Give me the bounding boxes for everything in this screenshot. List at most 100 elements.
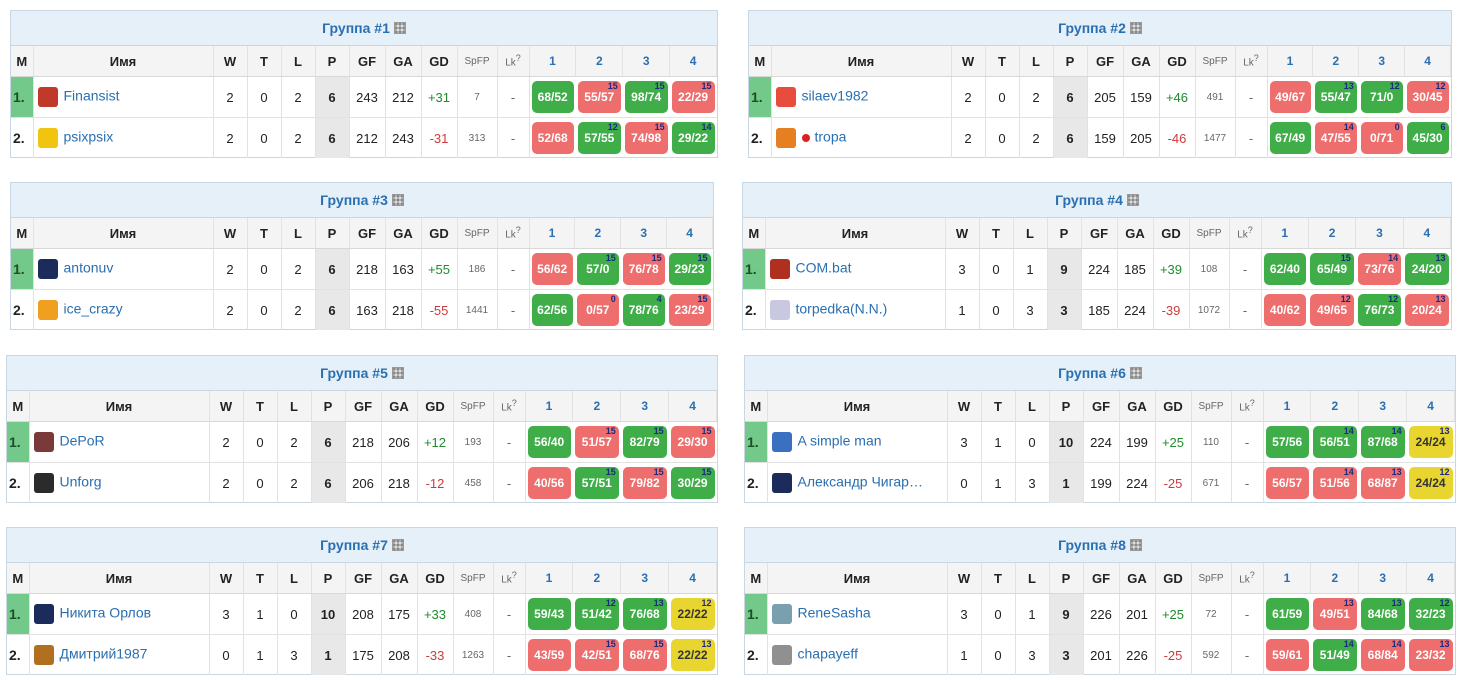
col-header-gd[interactable]: GD	[1155, 563, 1192, 594]
match-result-box[interactable]: 68/84 14	[1360, 639, 1405, 671]
round-result-cell[interactable]: 51/42 12	[572, 593, 621, 635]
match-result-box[interactable]: 29/23 15	[668, 253, 711, 285]
match-result-box[interactable]: 56/62	[531, 253, 573, 285]
match-result-box[interactable]: 45/30 6	[1406, 122, 1449, 154]
col-header-p[interactable]: P	[1049, 391, 1084, 422]
col-header-p[interactable]: P	[315, 218, 350, 249]
round-result-cell[interactable]: 79/82 15	[621, 463, 669, 504]
round-result-cell[interactable]: 74/98 15	[623, 118, 670, 159]
col-header-lk[interactable]: Lk?	[1235, 46, 1268, 77]
group-title-text[interactable]: Группа #6	[1058, 365, 1126, 381]
col-header-lk[interactable]: Lk?	[493, 563, 526, 594]
col-header-m[interactable]: М	[749, 46, 772, 77]
col-header-lk[interactable]: Lk?	[497, 218, 530, 249]
group-title-text[interactable]: Группа #7	[320, 537, 388, 553]
player-name-cell[interactable]: Unforg	[29, 462, 210, 503]
round-result-cell[interactable]: 24/24 12	[1407, 463, 1455, 504]
col-header-p[interactable]: P	[1053, 46, 1088, 77]
player-name-link[interactable]: Никита Орлов	[59, 604, 152, 621]
player-name-link[interactable]: antonuv	[63, 259, 114, 276]
player-name-cell[interactable]: psixpsix	[33, 117, 214, 158]
match-result-box[interactable]: 78/76 4	[622, 294, 665, 326]
grid-icon[interactable]	[1129, 539, 1142, 551]
col-header-spfp[interactable]: SpFP	[457, 46, 498, 77]
player-name-link[interactable]: tropa	[814, 128, 847, 145]
col-header-gd[interactable]: GD	[417, 391, 454, 422]
group-title[interactable]: Группа #5	[7, 356, 717, 391]
col-header-gf[interactable]: GF	[1081, 218, 1118, 249]
round-result-cell[interactable]: 30/29 15	[669, 463, 717, 504]
round-result-cell[interactable]: 55/47 13	[1312, 76, 1359, 118]
col-header-spfp[interactable]: SpFP	[1191, 563, 1232, 594]
col-header-ga[interactable]: GA	[385, 46, 422, 77]
player-name-link[interactable]: Unforg	[59, 473, 102, 490]
col-header-ga[interactable]: GA	[1119, 391, 1156, 422]
col-header-p[interactable]: P	[1049, 563, 1084, 594]
player-name-cell[interactable]: tropa	[771, 117, 952, 158]
col-header-round-4[interactable]: 4	[1404, 46, 1451, 77]
team-avatar-icon[interactable]	[33, 432, 54, 452]
player-name-link[interactable]: silaev1982	[801, 87, 869, 104]
match-result-box[interactable]: 65/49 15	[1310, 253, 1354, 285]
match-result-box[interactable]: 43/59	[527, 639, 571, 671]
col-header-w[interactable]: W	[213, 218, 248, 249]
player-name-link[interactable]: torpedka(N.N.)	[795, 300, 888, 317]
col-header-round-4[interactable]: 4	[666, 218, 713, 249]
col-header-p[interactable]: P	[315, 46, 350, 77]
col-header-round-1[interactable]: 1	[1267, 46, 1314, 77]
team-avatar-icon[interactable]	[771, 604, 792, 624]
help-icon[interactable]: ?	[1253, 53, 1259, 64]
round-result-cell[interactable]: 51/49 14	[1311, 635, 1359, 676]
round-result-cell[interactable]: 57/51 15	[573, 463, 621, 504]
round-result-cell[interactable]: 68/84 14	[1359, 635, 1407, 676]
col-header-t[interactable]: T	[247, 46, 282, 77]
col-header-round-4[interactable]: 4	[668, 563, 717, 594]
col-header-gd[interactable]: GD	[1155, 391, 1192, 422]
group-title-text[interactable]: Группа #8	[1058, 537, 1126, 553]
col-header-round-2[interactable]: 2	[1308, 218, 1357, 249]
col-header-name[interactable]: Имя	[767, 391, 948, 422]
team-avatar-icon[interactable]	[37, 300, 58, 320]
match-result-box[interactable]: 22/22 12	[670, 598, 715, 630]
player-name-cell[interactable]: chapayeff	[767, 634, 948, 675]
round-result-cell[interactable]: 57/56	[1262, 421, 1311, 463]
col-header-round-2[interactable]: 2	[574, 218, 622, 249]
group-title-text[interactable]: Группа #4	[1055, 192, 1123, 208]
group-title-text[interactable]: Группа #5	[320, 365, 388, 381]
round-result-cell[interactable]: 22/22 12	[668, 593, 717, 635]
round-result-cell[interactable]: 40/56	[524, 462, 573, 503]
round-result-cell[interactable]: 56/51 14	[1310, 421, 1359, 463]
match-result-box[interactable]: 40/62	[1263, 294, 1307, 326]
col-header-spfp[interactable]: SpFP	[457, 218, 498, 249]
col-header-m[interactable]: М	[743, 218, 766, 249]
col-header-lk[interactable]: Lk?	[1229, 218, 1262, 249]
grid-icon[interactable]	[391, 539, 404, 551]
col-header-gf[interactable]: GF	[345, 563, 382, 594]
round-result-cell[interactable]: 20/24 13	[1403, 290, 1450, 331]
col-header-m[interactable]: М	[745, 563, 768, 594]
round-result-cell[interactable]: 23/32 13	[1407, 635, 1455, 676]
match-result-box[interactable]: 61/59	[1265, 598, 1309, 630]
col-header-m[interactable]: М	[11, 46, 34, 77]
help-icon[interactable]: ?	[1247, 225, 1253, 236]
col-header-p[interactable]: P	[311, 563, 346, 594]
col-header-gd[interactable]: GD	[421, 218, 458, 249]
match-result-box[interactable]: 71/0 12	[1360, 81, 1403, 113]
team-avatar-icon[interactable]	[769, 259, 790, 279]
col-header-w[interactable]: W	[213, 46, 248, 77]
match-result-box[interactable]: 0/71 0	[1360, 122, 1403, 154]
col-header-gf[interactable]: GF	[1083, 563, 1120, 594]
round-result-cell[interactable]: 82/79 15	[620, 421, 669, 463]
round-result-cell[interactable]: 42/51 15	[573, 635, 621, 676]
round-result-cell[interactable]: 0/57 0	[575, 290, 621, 331]
match-result-box[interactable]: 59/61	[1265, 639, 1309, 671]
grid-icon[interactable]	[1129, 22, 1142, 34]
match-result-box[interactable]: 30/29 15	[670, 467, 715, 499]
round-result-cell[interactable]: 24/20 13	[1403, 248, 1451, 290]
col-header-p[interactable]: P	[1047, 218, 1082, 249]
match-result-box[interactable]: 51/57 15	[574, 426, 619, 458]
player-name-cell[interactable]: COM.bat	[765, 248, 946, 290]
match-result-box[interactable]: 82/79 15	[622, 426, 667, 458]
col-header-gf[interactable]: GF	[349, 218, 386, 249]
col-header-spfp[interactable]: SpFP	[1195, 46, 1236, 77]
